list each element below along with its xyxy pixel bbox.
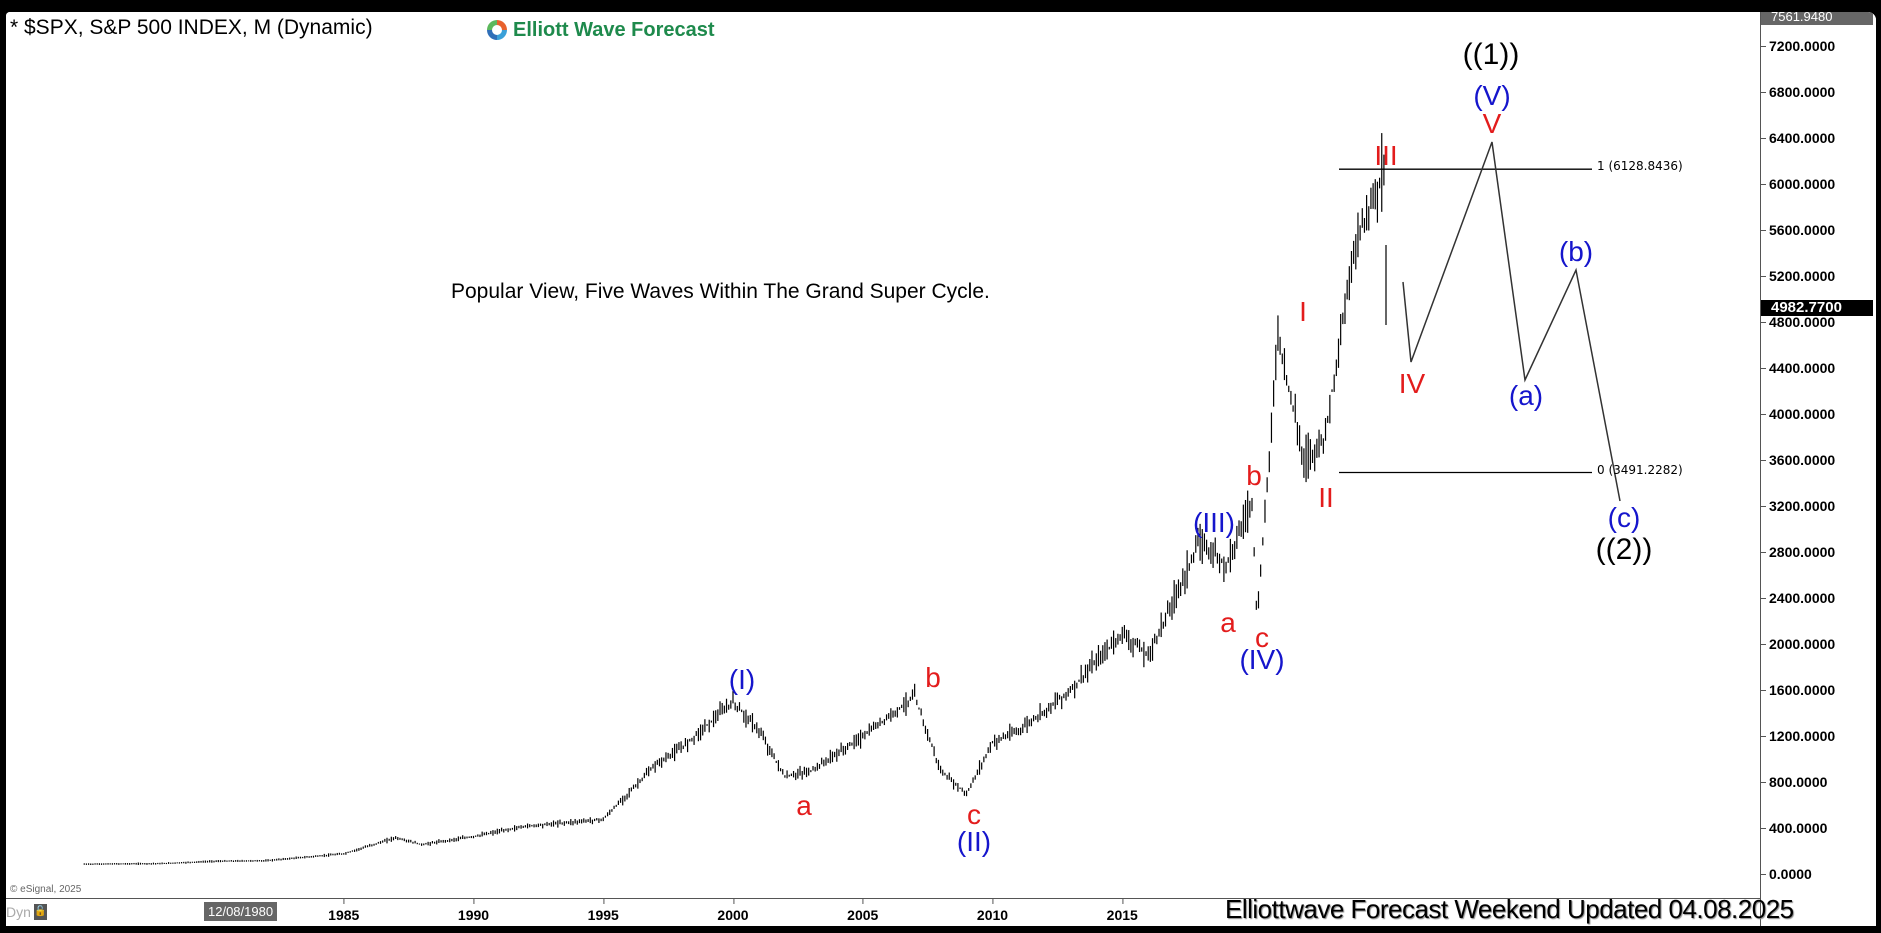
price-tick-label: 2800.0000	[1760, 544, 1836, 560]
wave-label: (a)	[1508, 380, 1544, 411]
wave-label: (V)	[1473, 80, 1511, 111]
wave-label: a	[796, 790, 812, 821]
current-price-badge: 4982.7700	[1761, 300, 1873, 316]
price-tick-label: 5600.0000	[1760, 222, 1836, 238]
wave-label: (II)	[956, 826, 992, 857]
year-tick-label: 1990	[457, 899, 490, 923]
elliott-wave-logo-icon	[487, 20, 507, 40]
wave-label: (IV)	[1239, 644, 1285, 675]
wave-label: (b)	[1558, 236, 1594, 267]
dynamic-scale-toggle[interactable]: Dyn 🔓	[6, 904, 47, 920]
price-tick-label: 6800.0000	[1760, 84, 1836, 100]
price-axis[interactable]: 7561.9480 4982.7700 7200.0000 6800.0000 64…	[1760, 12, 1876, 926]
year-tick-label: 2015	[1106, 899, 1138, 923]
price-tick-label: 6000.0000	[1760, 176, 1836, 192]
wave-label: IV	[1398, 368, 1426, 399]
wave-label: b	[1246, 460, 1262, 491]
year-tick-label: 1995	[587, 899, 619, 923]
year-tick-label: 2000	[717, 899, 749, 923]
wave-label: (c)	[1607, 502, 1641, 533]
wave-label: (I)	[728, 664, 756, 695]
price-chart	[83, 133, 1621, 866]
wave-label: b	[925, 662, 941, 693]
price-tick-label: 1600.0000	[1760, 682, 1836, 698]
brand-logo-text: Elliott Wave Forecast	[513, 18, 715, 41]
price-tick-label: 7200.0000	[1760, 38, 1836, 54]
wave-label: c	[1255, 622, 1269, 653]
price-tick-label: 6400.0000	[1760, 130, 1836, 146]
lock-icon[interactable]: 🔓	[33, 904, 47, 920]
wave-label: (III)	[1193, 507, 1235, 538]
wave-label: a	[1220, 607, 1236, 638]
brand-logo: Elliott Wave Forecast	[485, 18, 715, 42]
year-tick-label: 2010	[976, 899, 1009, 923]
wave-label: V	[1482, 108, 1502, 139]
chart-title: * $SPX, S&P 500 INDEX, M (Dynamic)	[10, 16, 373, 39]
wave-label: III	[1374, 140, 1398, 171]
price-tick-label: 0.0000	[1761, 866, 1812, 882]
max-price-badge: 7561.9480	[1761, 12, 1873, 25]
wave-label: ((2))	[1595, 533, 1653, 566]
price-tick-label: 400.0000	[1760, 820, 1828, 836]
price-tick-label: 3600.0000	[1760, 452, 1836, 468]
price-tick-label: 2400.0000	[1760, 590, 1836, 606]
time-axis[interactable]: Dyn 🔓 12/08/1980 1985 1990 1995 2000 2005 201…	[6, 898, 1760, 926]
price-tick-label: 5200.0000	[1760, 268, 1836, 284]
wave-label: I	[1299, 296, 1307, 327]
dyn-label: Dyn	[6, 904, 31, 920]
price-tick-label: 4400.0000	[1760, 360, 1836, 376]
update-footer: Elliottwave Forecast Weekend Updated 04.…	[1225, 894, 1794, 924]
projection-path	[1402, 141, 1621, 502]
chart-plot-area[interactable]: * $SPX, S&P 500 INDEX, M (Dynamic) Ellio…	[6, 12, 1760, 898]
chart-annotation-note: Popular View, Five Waves Within The Gran…	[451, 280, 990, 303]
chart-window: * $SPX, S&P 500 INDEX, M (Dynamic) Ellio…	[6, 12, 1876, 926]
price-tick-label: 2000.0000	[1760, 636, 1836, 652]
year-tick-label: 1985	[328, 899, 360, 923]
copyright-text: © eSignal, 2025	[10, 884, 82, 895]
cursor-date-badge: 12/08/1980	[204, 902, 278, 921]
fib-level-label: 0 (3491.2282)	[1597, 462, 1683, 477]
wave-label: ((1))	[1462, 38, 1520, 71]
fib-level-label: 1 (6128.8436)	[1597, 159, 1683, 174]
wave-label: II	[1318, 482, 1334, 513]
wave-label: c	[967, 799, 981, 830]
year-tick-label: 2005	[847, 899, 879, 923]
price-tick-label: 4000.0000	[1760, 406, 1836, 422]
price-tick-label: 800.0000	[1760, 774, 1828, 790]
price-tick-label: 4800.0000	[1760, 314, 1836, 330]
price-tick-label: 3200.0000	[1760, 498, 1836, 514]
price-tick-label: 1200.0000	[1760, 728, 1836, 744]
